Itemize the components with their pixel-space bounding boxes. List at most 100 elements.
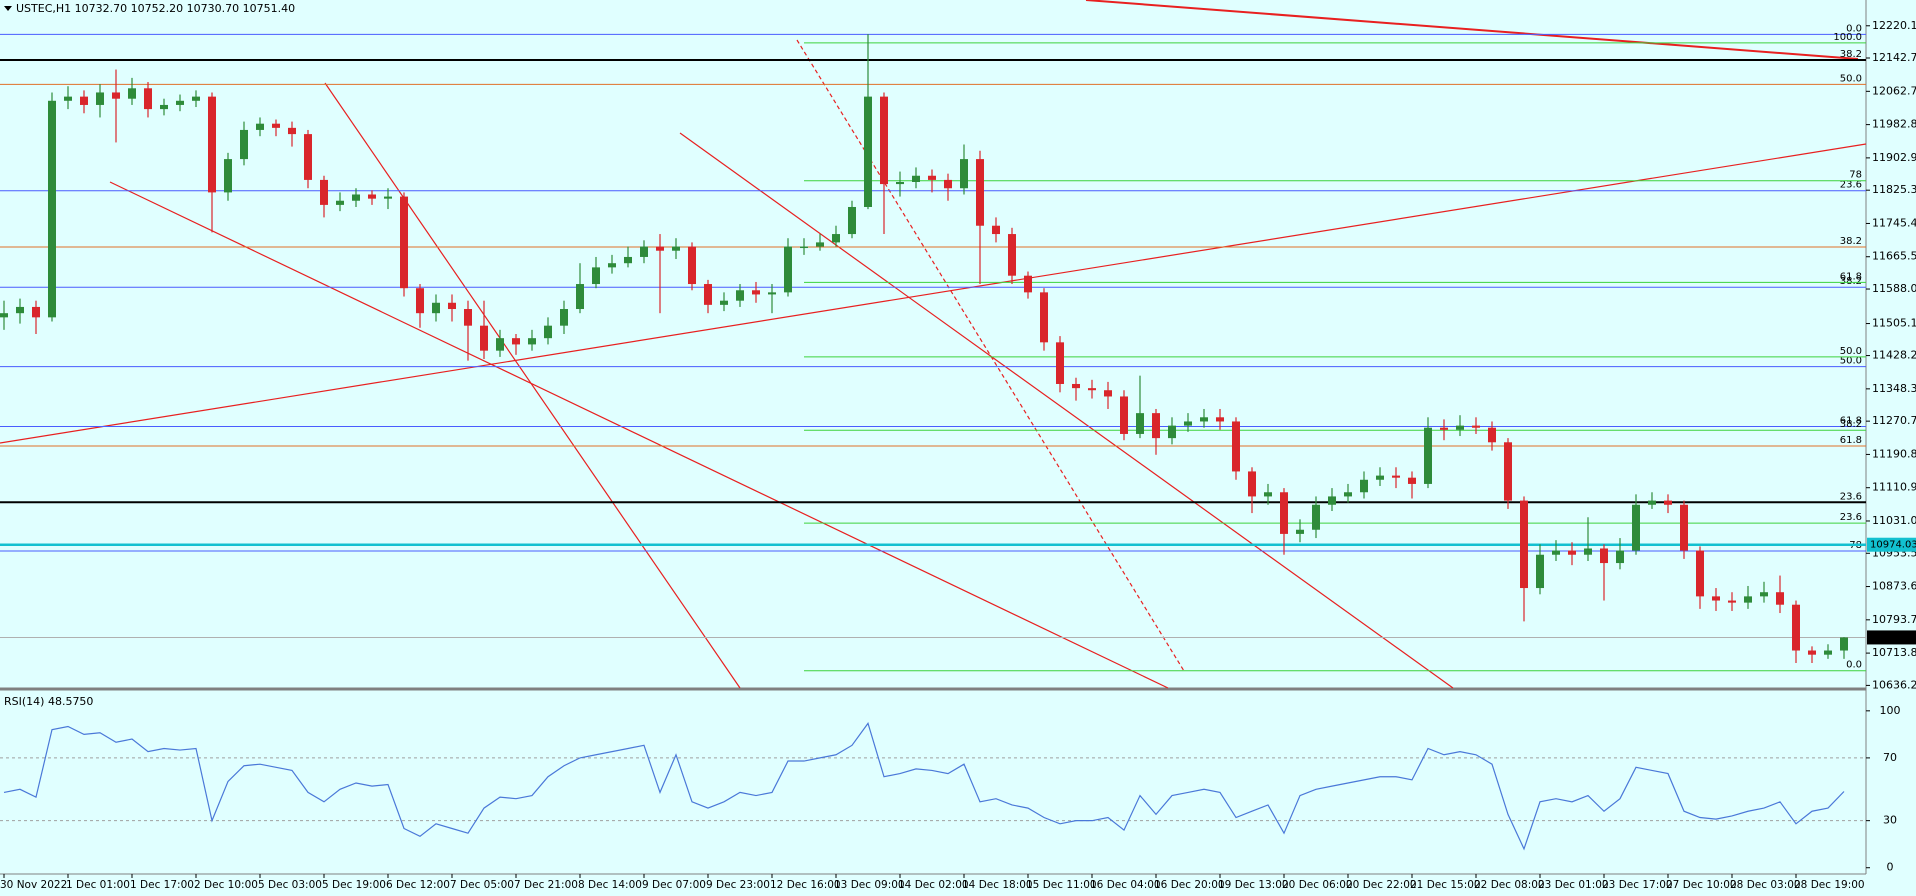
candle-body [1200,417,1208,422]
candle-body [1072,383,1080,389]
bid-label-box [1867,537,1916,552]
rsi-line [3,722,1845,851]
candle-body [1696,550,1704,597]
y-tick-label: 10713.80 [1872,646,1916,659]
candle-body [1792,604,1800,651]
candle-body [1168,425,1176,439]
x-tick-label: 5 Dec 03:00 [258,879,322,891]
level-label: 78 [1849,170,1862,181]
candle-body [544,325,552,339]
x-tick-label: 28 Dec 03:00 [1730,879,1801,891]
candle-body [480,325,488,351]
candle-body [1520,500,1528,589]
candle-body [80,96,88,105]
trend-line [1085,0,1859,60]
x-tick-label: 16 Dec 20:00 [1154,879,1225,891]
candle-body [1808,650,1816,655]
candle-body [272,123,280,128]
candle-body [1088,388,1096,391]
candle-body [1360,479,1368,493]
candle-body [992,225,1000,235]
candle-body [208,96,216,193]
candle-body [464,309,472,326]
x-tick-label: 27 Dec 10:00 [1666,879,1737,891]
trend-line [324,82,741,689]
level-label: 38.2 [1840,49,1862,60]
candle-body [432,302,440,314]
candle-body [1728,600,1736,603]
y-tick-label: 11031.05 [1872,514,1916,527]
candle-body [256,123,264,130]
candle-body [1008,234,1016,276]
candle-body [1600,548,1608,564]
x-tick-label: 14 Dec 02:00 [898,879,969,891]
candle-body [1568,550,1576,555]
candle-body [1424,427,1432,484]
candle-body [1776,592,1784,605]
y-tick-label: 12220.10 [1872,19,1916,32]
y-tick-label: 12062.70 [1872,84,1916,97]
x-tick-label: 5 Dec 19:00 [322,879,386,891]
candle-body [336,200,344,205]
y-tick-label: 11505.10 [1872,317,1916,330]
level-label: 23.6 [1840,512,1862,523]
candle-body [144,88,152,110]
candle-body [944,179,952,189]
candle-body [720,300,728,305]
candle-body [1104,390,1112,397]
y-tick-label: 70 [1883,751,1897,764]
candle-body [784,246,792,293]
candle-body [1504,442,1512,501]
candle-body [832,234,840,243]
y-tick-label: 10636.25 [1872,678,1916,691]
level-label: 38.2 [1840,276,1862,287]
x-tick-label: 12 Dec 16:00 [770,879,841,891]
level-label: 61.8 [1840,415,1862,426]
candle-body [912,175,920,182]
candle-body [240,129,248,160]
level-label: 50.0 [1840,73,1862,84]
x-tick-label: 9 Dec 23:00 [706,879,770,891]
candle-body [224,159,232,193]
level-label: 38.2 [1840,236,1862,247]
trend-line [0,143,1867,444]
candle-body [816,242,824,247]
candle-body [1664,500,1672,505]
candle-body [672,246,680,251]
candle-body [1616,550,1624,564]
level-label: 100.0 [1833,32,1862,43]
x-tick-label: 19 Dec 13:00 [1218,879,1289,891]
x-tick-label: 30 Nov 2022 [0,879,67,891]
candle-body [704,284,712,305]
y-tick-label: 11110.95 [1872,481,1916,494]
menu-triangle [4,6,12,11]
x-tick-label: 22 Dec 08:00 [1474,879,1545,891]
candle-body [1744,596,1752,603]
candle-body [1552,550,1560,555]
candle-body [496,338,504,351]
candle-body [1216,417,1224,422]
x-tick-label: 23 Dec 17:00 [1602,879,1673,891]
candle-body [1232,421,1240,472]
candle-body [1824,650,1832,655]
candle-body [1392,475,1400,478]
y-tick-label: 11588.00 [1872,282,1916,295]
candle-body [1280,492,1288,534]
candle-body [1040,292,1048,343]
candle-body [1408,477,1416,484]
candle-body [960,159,968,189]
x-tick-label: 1 Dec 17:00 [130,879,194,891]
candle-body [0,313,8,318]
candle-body [1840,637,1848,651]
chart-title: USTEC,H1 10732.70 10752.20 10730.70 1075… [16,2,295,15]
level-label: 50.0 [1840,356,1862,367]
candle-body [1456,425,1464,430]
y-tick-label: 11665.55 [1872,250,1916,263]
y-tick-label: 100 [1880,704,1901,717]
x-tick-label: 16 Dec 04:00 [1090,879,1161,891]
candle-body [112,92,120,99]
x-tick-label: 8 Dec 14:00 [578,879,642,891]
candle-body [688,246,696,285]
